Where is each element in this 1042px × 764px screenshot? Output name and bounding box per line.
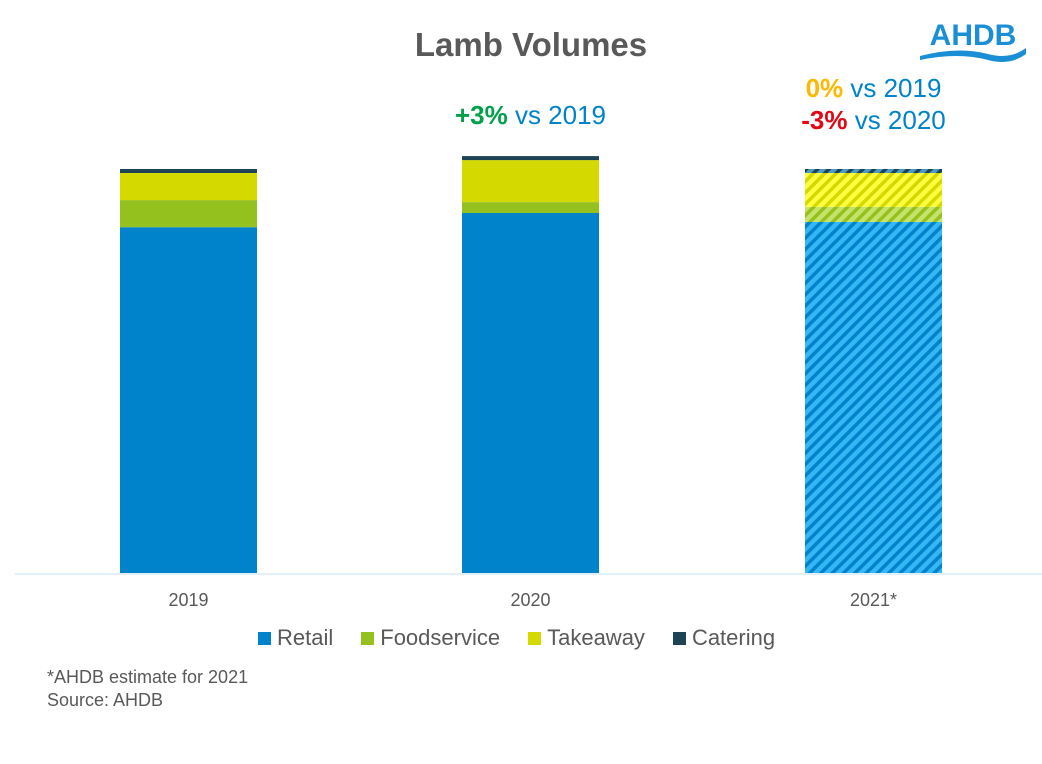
change-value: 0% [805, 73, 844, 103]
footnotes: *AHDB estimate for 2021 Source: AHDB [47, 666, 248, 712]
comparison-label: vs 2020 [847, 105, 946, 135]
logo-wave-icon [920, 48, 1026, 62]
logo-text: AHDB [930, 19, 1017, 52]
legend-item-retail: Retail [258, 625, 333, 651]
comparison-label: vs 2019 [507, 100, 607, 131]
change-value: -3% [801, 105, 848, 135]
bars-group [120, 156, 942, 573]
bar-retail-2020 [462, 213, 599, 573]
x-tick-label: 2021* [849, 590, 898, 610]
bar-foodservice-2020 [462, 202, 599, 213]
legend-swatch [258, 631, 271, 645]
bar-catering-2020 [462, 156, 599, 161]
bar-catering-2019 [120, 169, 257, 173]
change-value: +3% [454, 100, 508, 131]
bar-foodservice-2021 [805, 207, 942, 222]
x-tick-label: 2020 [510, 590, 551, 610]
legend: Retail Foodservice Takeaway Catering [258, 625, 803, 651]
comparison-label: vs 2019 [843, 73, 942, 103]
ahdb-logo: AHDB [920, 19, 1026, 62]
legend-label: Takeaway [547, 625, 645, 650]
legend-label: Retail [277, 625, 334, 650]
bar-catering-2021 [805, 169, 942, 173]
bar-takeaway-2020 [462, 160, 599, 203]
annotation-2021-line-0: 0% vs 2019 [724, 73, 1024, 104]
source-note: Source: AHDB [47, 690, 164, 710]
legend-swatch [361, 631, 375, 645]
bar-retail-2019 [120, 227, 257, 573]
bar-takeaway-2019 [120, 173, 257, 201]
legend-item-catering: Catering [672, 625, 776, 651]
bar-takeaway-2021 [805, 173, 942, 207]
annotation-2020-line-0: +3% vs 2019 [381, 100, 681, 131]
bar-retail-2021 [805, 221, 942, 573]
legend-label: Foodservice [380, 625, 501, 650]
legend-item-takeaway: Takeaway [528, 625, 645, 651]
legend-swatch [672, 631, 686, 645]
bar-foodservice-2019 [120, 200, 257, 228]
legend-item-foodservice: Foodservice [361, 625, 500, 651]
legend-label: Catering [691, 625, 776, 650]
legend-swatch [528, 631, 542, 645]
chart-title: Lamb Volumes [414, 26, 648, 63]
annotation-2021-line-1: -3% vs 2020 [724, 105, 1024, 136]
estimate-note: *AHDB estimate for 2021 [47, 667, 249, 687]
x-tick-label: 2019 [168, 590, 209, 610]
